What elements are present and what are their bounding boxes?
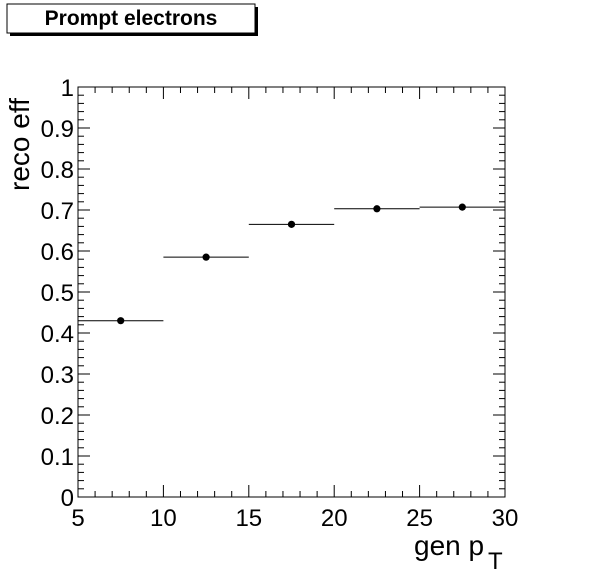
y-tick-label: 0.5 [41,280,74,307]
y-tick-label: 0.8 [41,157,74,184]
x-axis-title-subscript: T [488,548,503,572]
data-point [287,220,296,228]
data-markers [78,203,505,325]
data-point [458,203,466,211]
y-axis-title: reco eff [4,98,35,191]
x-tick-label: 25 [406,505,433,532]
title-box: Prompt electrons [6,3,258,36]
y-tick-label: 0 [61,485,74,512]
y-tick-label: 0.3 [41,362,74,389]
y-tick-label: 0.9 [41,116,74,143]
y-tick-label: 0.4 [41,321,74,348]
data-point [202,253,210,261]
x-tick-label: 10 [150,505,177,532]
x-axis-title: gen p T [414,530,503,572]
axis-ticks [77,86,506,498]
x-tick-label: 5 [71,505,84,532]
x-tick-label: 20 [321,505,348,532]
y-tick-label: 0.1 [41,444,74,471]
axis-tick-labels: 5 10 15 20 25 30 0 0.1 0.2 0.3 0.4 0.5 0.6 0.7 0.8 0.9 1 [41,75,519,532]
x-tick-label: 30 [492,505,519,532]
chart-title: Prompt electrons [45,7,218,30]
data-point [117,317,125,325]
x-axis-title-main: gen p [414,530,484,561]
plot-frame [77,86,506,498]
x-tick-label: 15 [235,505,262,532]
y-tick-label: 0.7 [41,198,74,225]
y-tick-label: 1 [61,75,74,102]
data-point [373,205,381,213]
plot-frame-border [77,86,506,498]
title-box-frame [6,3,256,34]
y-tick-label: 0.2 [41,403,74,430]
y-tick-label: 0.6 [41,239,74,266]
